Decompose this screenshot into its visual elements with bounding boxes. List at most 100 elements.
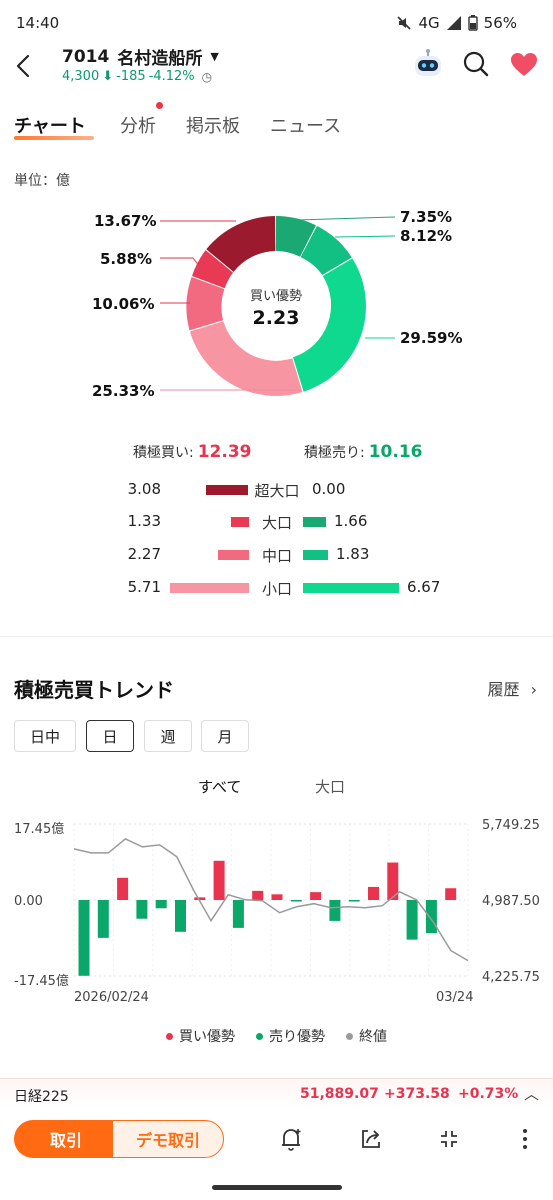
price-line: 4,300 ⬇ -185 -4.12% ◷ (62, 69, 212, 84)
donut-slice-large-sell (300, 225, 352, 275)
bottom-action-bar: 取引 デモ取引 (0, 1110, 553, 1170)
clock-icon: ◷ (201, 69, 213, 84)
legend-label: 終値 (359, 1029, 387, 1045)
total-sell-value: 10.16 (368, 442, 423, 462)
sell-bar (425, 900, 437, 934)
donut-center-label: 買い優勢 (249, 289, 302, 304)
index-ticker[interactable]: 日経225 51,889.07 +373.58 +0.73% ︿ (0, 1078, 553, 1108)
tab-chart[interactable]: チャート (14, 116, 86, 137)
battery-label: 56% (483, 14, 517, 32)
subtab-all[interactable]: すべて (198, 778, 242, 796)
total-sell: 積極売り: 10.16 (304, 442, 423, 462)
chevron-right-icon: › (530, 680, 537, 699)
period-weekly-button[interactable]: 週 (144, 720, 192, 752)
section-divider (0, 636, 553, 637)
tab-analysis[interactable]: 分析 (120, 116, 156, 137)
chevron-up-icon[interactable]: ︿ (524, 1085, 540, 1103)
index-change-pct: +0.73% (458, 1086, 519, 1102)
status-time: 14:40 (16, 14, 60, 32)
signal-icon (446, 16, 461, 30)
breakdown-sell-value: 0.00 (312, 480, 346, 498)
buy-bar (117, 877, 129, 900)
history-label: 履歴 (487, 680, 520, 699)
notification-dot (156, 102, 163, 109)
breakdown-buy-bar (206, 485, 248, 495)
sell-bar (232, 900, 244, 928)
stock-change: -185 (116, 69, 146, 84)
donut-slice-super-sell (276, 216, 316, 257)
demo-trade-button[interactable]: デモ取引 (112, 1120, 224, 1158)
robot-icon[interactable] (410, 48, 446, 80)
pct-label-large-sell: 8.12% (400, 227, 453, 245)
network-label: 4G (418, 14, 440, 32)
breakdown-category: 中口 (261, 547, 292, 565)
breakdown-buy-value: 1.33 (127, 512, 161, 530)
breakdown-buy-bar (218, 550, 249, 560)
total-sell-label: 積極売り: (304, 445, 365, 461)
period-daily-button[interactable]: 日 (86, 720, 134, 752)
back-icon[interactable] (10, 48, 38, 84)
buy-bar (368, 886, 379, 900)
trend-title: 積極売買トレンド (14, 678, 174, 702)
donut-slice-mid-buy (186, 277, 225, 331)
sell-bar (78, 900, 90, 976)
more-vertical-icon[interactable] (512, 1126, 538, 1152)
breakdown-row: 5.71 小口 6.67 (0, 576, 553, 600)
breakdown-row: 2.27 中口 1.83 (0, 543, 553, 567)
sell-bar (290, 900, 302, 902)
battery-icon (467, 15, 478, 31)
index-name: 日経225 (14, 1089, 69, 1105)
sell-bar (175, 900, 186, 932)
breakdown-buy-value: 2.27 (127, 545, 161, 563)
caret-down-icon: ▼ (210, 50, 219, 63)
donut-slice-super-buy (206, 216, 276, 272)
breakdown-buy-value: 5.71 (127, 578, 161, 596)
legend-label: 売り優勢 (269, 1029, 325, 1045)
subtab-large[interactable]: 大口 (315, 778, 346, 796)
buy-bar (194, 897, 206, 900)
pct-label-small-buy: 25.33% (92, 382, 155, 400)
trade-button[interactable]: 取引 (14, 1120, 118, 1158)
buy-bar (271, 894, 283, 900)
tab-news[interactable]: ニュース (270, 116, 342, 137)
breakdown-sell-value: 1.66 (334, 512, 368, 530)
history-link[interactable]: 履歴 › (487, 676, 537, 700)
sell-bar (97, 900, 109, 938)
breakdown-sell-value: 6.67 (407, 578, 441, 596)
buy-bar (445, 888, 457, 900)
buy-bar (310, 892, 322, 900)
buy-bar (387, 862, 399, 900)
stock-header: 7014 名村造船所 ▼ 4,300 ⬇ -185 -4.12% ◷ (0, 44, 553, 94)
stock-price: 4,300 (62, 69, 100, 84)
y-left-tick: -17.45億 (14, 974, 69, 989)
breakdown-sell-value: 1.83 (336, 545, 370, 563)
breakdown-buy-value: 3.08 (127, 480, 161, 498)
y-right-tick: 5,749.25 (482, 818, 540, 833)
buy-bar (252, 890, 264, 900)
period-monthly-button[interactable]: 月 (201, 720, 249, 752)
share-icon[interactable] (358, 1126, 384, 1152)
x-end-tick: 03/24 (436, 990, 474, 1005)
pct-label-mid-buy: 10.06% (92, 295, 155, 313)
y-left-tick: 17.45億 (14, 822, 65, 837)
stock-title[interactable]: 7014 名村造船所 ▼ (62, 44, 219, 70)
close-price-line (73, 838, 469, 962)
period-intraday-button[interactable]: 日中 (14, 720, 76, 752)
tab-board[interactable]: 掲示板 (186, 116, 240, 137)
trend-chart (73, 823, 469, 977)
mute-icon (397, 16, 412, 30)
unit-label: 単位：億 (14, 173, 70, 189)
search-icon[interactable] (462, 50, 490, 78)
sell-bar (136, 900, 148, 919)
alert-bell-icon[interactable] (278, 1126, 304, 1152)
sell-bar (155, 900, 167, 909)
legend-sell: 売り優勢 (256, 1026, 325, 1046)
heart-icon[interactable] (510, 52, 538, 78)
y-right-tick: 4,225.75 (482, 970, 540, 985)
pct-label-super-buy: 13.67% (94, 212, 157, 230)
stock-change-pct: -4.12% (148, 69, 195, 84)
legend-dot (346, 1032, 353, 1040)
breakdown-sell-bar (303, 550, 328, 560)
legend-buy: 買い優勢 (166, 1026, 235, 1046)
collapse-icon[interactable] (436, 1126, 462, 1152)
